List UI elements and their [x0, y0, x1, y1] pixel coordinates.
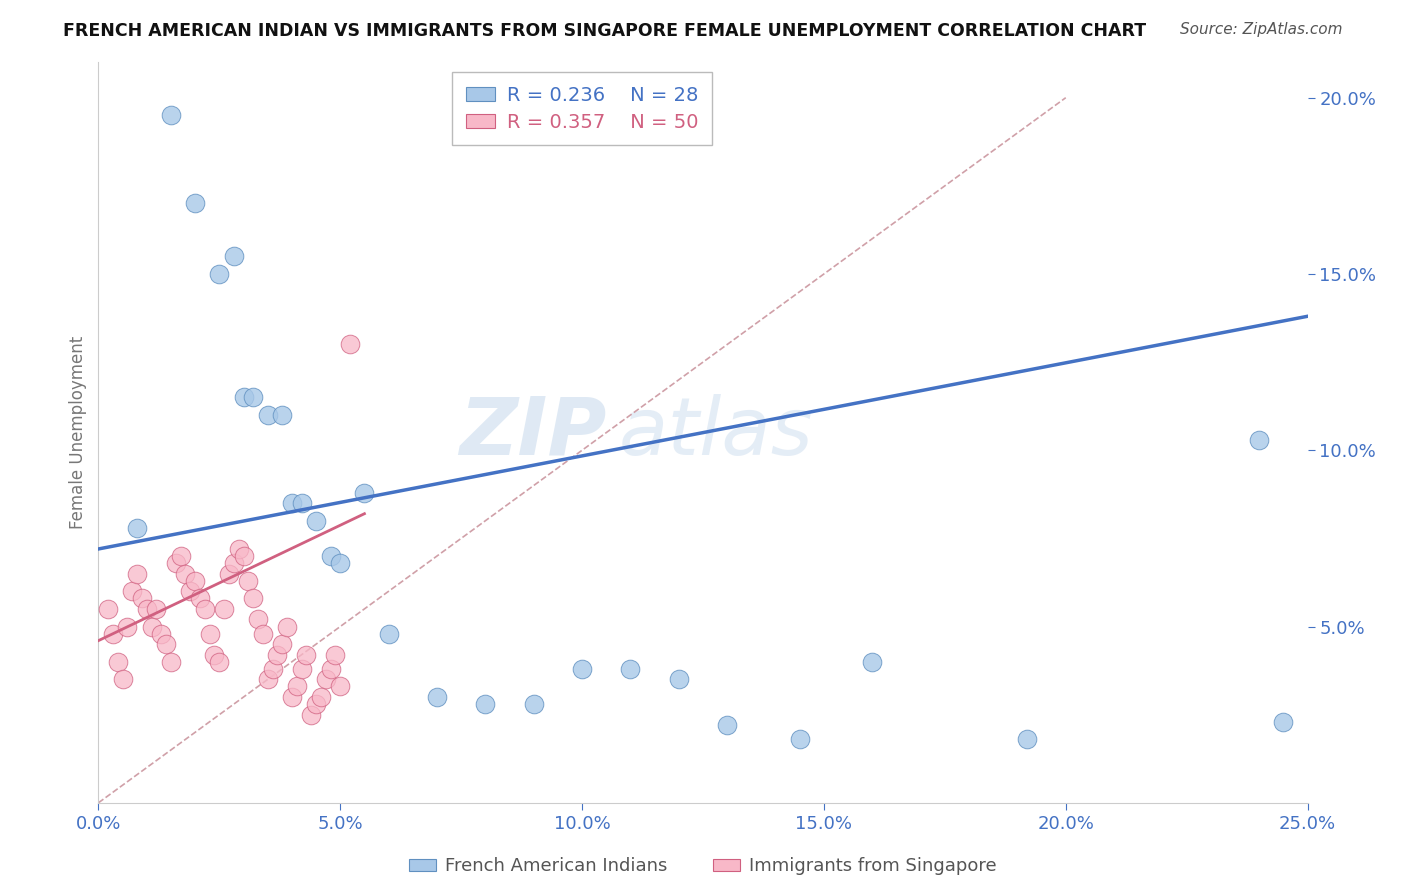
Point	[262, 662, 284, 676]
Point	[305, 514, 328, 528]
Point	[256, 408, 278, 422]
Point	[127, 521, 149, 535]
Point	[194, 602, 217, 616]
Point	[329, 556, 352, 570]
Point	[111, 673, 134, 687]
Point	[256, 673, 278, 687]
Point	[281, 690, 304, 704]
Point	[285, 680, 308, 694]
Point	[1015, 732, 1038, 747]
Point	[169, 549, 191, 563]
Point	[232, 549, 254, 563]
Point	[174, 566, 197, 581]
Point	[107, 655, 129, 669]
Point	[242, 390, 264, 404]
Point	[325, 648, 347, 662]
Point	[145, 602, 167, 616]
Point	[668, 673, 690, 687]
Point	[571, 662, 593, 676]
Point	[184, 574, 207, 588]
Point	[232, 390, 254, 404]
Point	[242, 591, 264, 606]
Point	[247, 612, 270, 626]
Point	[619, 662, 641, 676]
Point	[222, 556, 245, 570]
Point	[165, 556, 187, 570]
Legend: French American Indians, Immigrants from Singapore: French American Indians, Immigrants from…	[402, 850, 1004, 882]
Point	[160, 655, 183, 669]
Point	[789, 732, 811, 747]
Point	[290, 496, 312, 510]
Point	[117, 619, 139, 633]
Text: Source: ZipAtlas.com: Source: ZipAtlas.com	[1180, 22, 1343, 37]
Point	[252, 626, 274, 640]
Text: FRENCH AMERICAN INDIAN VS IMMIGRANTS FROM SINGAPORE FEMALE UNEMPLOYMENT CORRELAT: FRENCH AMERICAN INDIAN VS IMMIGRANTS FRO…	[63, 22, 1146, 40]
Point	[290, 662, 312, 676]
Point	[299, 707, 322, 722]
Point	[426, 690, 449, 704]
Point	[208, 655, 231, 669]
Point	[319, 662, 342, 676]
Point	[266, 648, 288, 662]
Point	[188, 591, 211, 606]
Point	[150, 626, 173, 640]
Point	[295, 648, 318, 662]
Point	[208, 267, 231, 281]
Point	[716, 718, 738, 732]
Point	[353, 485, 375, 500]
Point	[309, 690, 332, 704]
Point	[339, 337, 361, 351]
Point	[523, 697, 546, 711]
Point	[315, 673, 337, 687]
Point	[135, 602, 157, 616]
Point	[319, 549, 342, 563]
Point	[271, 408, 294, 422]
Point	[860, 655, 883, 669]
Text: ZIP: ZIP	[458, 393, 606, 472]
Point	[1249, 433, 1271, 447]
Point	[474, 697, 496, 711]
Point	[179, 584, 201, 599]
Point	[198, 626, 221, 640]
Point	[127, 566, 149, 581]
Point	[141, 619, 163, 633]
Text: atlas: atlas	[619, 393, 813, 472]
Point	[218, 566, 240, 581]
Point	[131, 591, 153, 606]
Point	[155, 637, 177, 651]
Point	[329, 680, 352, 694]
Point	[204, 648, 226, 662]
Point	[97, 602, 120, 616]
Point	[238, 574, 260, 588]
Point	[271, 637, 294, 651]
Point	[228, 541, 250, 556]
Point	[281, 496, 304, 510]
Point	[1272, 714, 1295, 729]
Point	[121, 584, 143, 599]
Point	[212, 602, 235, 616]
Point	[160, 108, 183, 122]
Point	[276, 619, 298, 633]
Point	[184, 196, 207, 211]
Point	[377, 626, 399, 640]
Point	[222, 249, 245, 263]
Point	[305, 697, 328, 711]
Y-axis label: Female Unemployment: Female Unemployment	[69, 336, 87, 529]
Point	[101, 626, 124, 640]
